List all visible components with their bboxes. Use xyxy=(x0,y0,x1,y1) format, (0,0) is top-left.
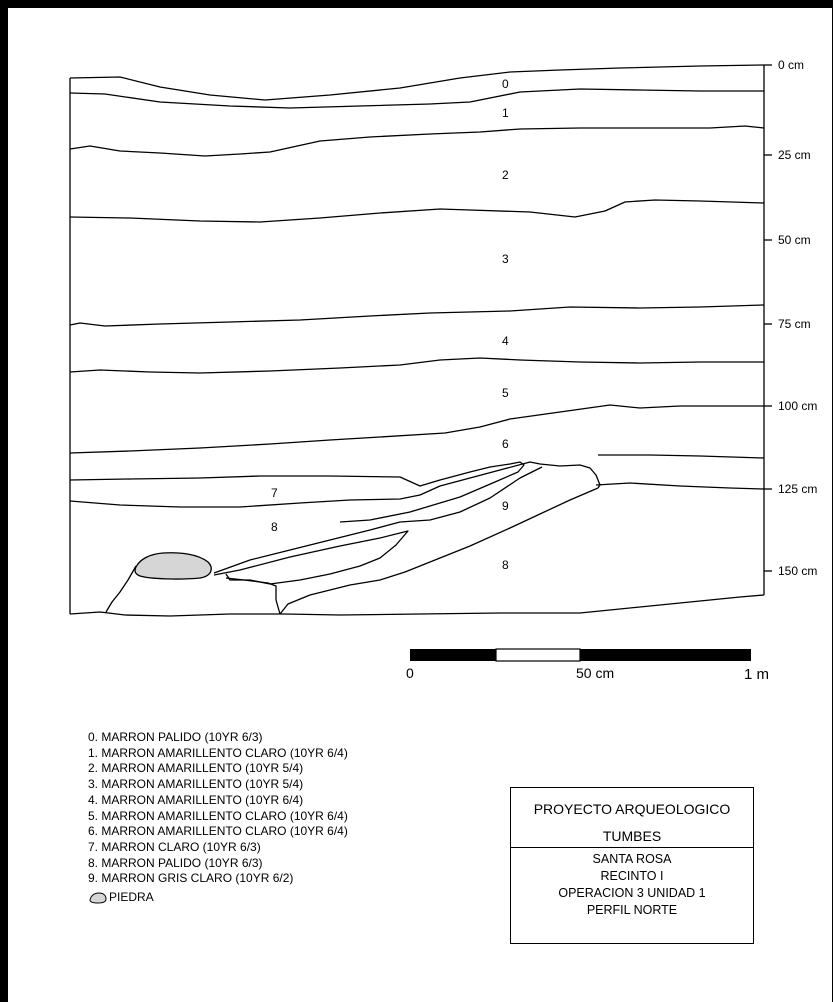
boundary-1-2 xyxy=(69,125,765,157)
layer-label: 8 xyxy=(502,558,509,572)
layer-9-upper xyxy=(439,461,601,489)
legend: 0. MARRON PALIDO (10YR 6/3) 1. MARRON AM… xyxy=(88,730,348,906)
profile-drawing: 0 cm 25 cm 50 cm 75 cm 100 cm 125 cm 150… xyxy=(69,58,817,683)
boundary-2-3 xyxy=(69,199,765,223)
depth-label: 25 cm xyxy=(778,148,811,162)
legend-item: 2. MARRON AMARILLENTO (10YR 5/4) xyxy=(88,761,304,776)
profile-name: PERFIL NORTE xyxy=(586,903,678,917)
pit-left-edge xyxy=(105,565,137,613)
bar-segment-white xyxy=(495,648,581,662)
legend-item: 8. MARRON PALIDO (10YR 6/3) xyxy=(88,855,263,870)
depth-label: 0 cm xyxy=(778,58,804,72)
enclosure-name: RECINTO I xyxy=(600,869,664,883)
bar-scale-label: 1 m xyxy=(744,666,769,683)
title-block: PROYECTO ARQUEOLOGICO TUMBES SANTA ROSA … xyxy=(510,787,754,944)
location-name: SANTA ROSA xyxy=(592,852,672,866)
layer-9-diagonal-lower xyxy=(279,487,599,615)
layer-label: 3 xyxy=(502,252,509,266)
legend-item: 9. MARRON GRIS CLARO (10YR 6/2) xyxy=(88,871,294,886)
title-block-header: PROYECTO ARQUEOLOGICO TUMBES xyxy=(511,788,753,848)
legend-item: 4. MARRON AMARILLENTO (10YR 6/4) xyxy=(88,792,304,807)
site-name: TUMBES xyxy=(602,828,662,844)
bar-scale-label: 50 cm xyxy=(576,665,614,681)
layer-8-tongue xyxy=(213,530,409,585)
bar-segment-black xyxy=(410,649,496,661)
legend-stone-row: PIEDRA xyxy=(88,890,348,906)
layer-label: 7 xyxy=(271,486,278,500)
boundary-3-4 xyxy=(69,304,765,327)
project-name: PROYECTO ARQUEOLOGICO xyxy=(533,801,731,817)
layer-9-diagonal-upper xyxy=(213,466,543,574)
layer-labels: 0 1 2 3 4 5 6 7 9 8 8 xyxy=(271,77,509,572)
legend-item: 7. MARRON CLARO (10YR 6/3) xyxy=(88,839,261,854)
layer-label: 5 xyxy=(502,386,509,400)
depth-label: 75 cm xyxy=(778,317,811,331)
depth-label: 150 cm xyxy=(778,564,817,578)
bar-scale-label: 0 xyxy=(406,665,414,681)
legend-item: 6. MARRON AMARILLENTO CLARO (10YR 6/4) xyxy=(88,824,348,839)
boundary-7-8 xyxy=(69,485,441,508)
bar-segment-black xyxy=(580,649,751,661)
stone-icon xyxy=(89,892,107,904)
depth-label: 125 cm xyxy=(778,482,817,496)
layer-label: 9 xyxy=(502,499,509,513)
legend-item: 5. MARRON AMARILLENTO CLARO (10YR 6/4) xyxy=(88,808,348,823)
title-block-details: SANTA ROSA RECINTO I OPERACION 3 UNIDAD … xyxy=(511,848,753,919)
profile-bottom xyxy=(69,594,765,617)
layer-label: 8 xyxy=(271,520,278,534)
boundary-0-1 xyxy=(69,88,764,109)
boundary-5-6 xyxy=(69,404,764,454)
legend-item: 1. MARRON AMARILLENTO CLARO (10YR 6/4) xyxy=(88,745,348,760)
legend-item: 3. MARRON AMARILLENTO (10YR 5/4) xyxy=(88,777,304,792)
layer-label: 1 xyxy=(502,106,509,120)
bar-scale: 0 50 cm 1 m xyxy=(406,648,769,683)
layer-label: 4 xyxy=(502,334,509,348)
legend-stone-label: PIEDRA xyxy=(109,890,154,905)
operation-name: OPERACION 3 UNIDAD 1 xyxy=(558,886,706,900)
pit-right-edge xyxy=(225,577,281,615)
depth-label: 100 cm xyxy=(778,399,817,413)
depth-scale: 0 cm 25 cm 50 cm 75 cm 100 cm 125 cm 150… xyxy=(764,58,817,578)
legend-item: 0. MARRON PALIDO (10YR 6/3) xyxy=(88,730,263,744)
depth-label: 50 cm xyxy=(778,233,811,247)
layer-label: 0 xyxy=(502,77,509,91)
stone-shape xyxy=(134,552,212,580)
boundary-4-5 xyxy=(69,357,764,374)
surface-line xyxy=(69,64,765,101)
layer-9-lower xyxy=(595,482,765,490)
boundary-6-7 xyxy=(69,461,525,523)
boundary-6-9 xyxy=(598,454,765,459)
layer-label: 6 xyxy=(502,437,509,451)
layer-label: 2 xyxy=(502,168,509,182)
